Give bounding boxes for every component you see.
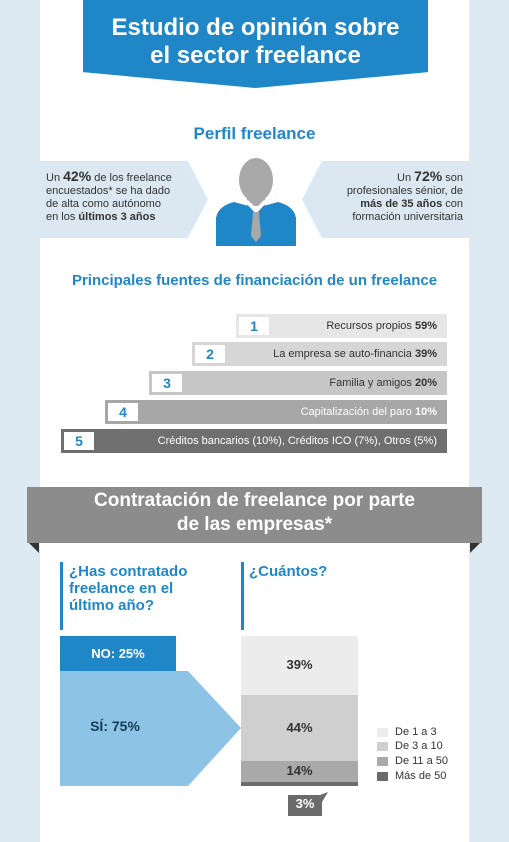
stack-segment-2: 44% — [241, 694, 358, 761]
stack-segment-4 — [241, 781, 358, 786]
left-line2: encuestados* se ha dado — [46, 185, 171, 197]
question-cuantos: ¿Cuántos? — [249, 563, 328, 580]
legend-swatch — [377, 757, 388, 766]
left-line4-pre: en los — [46, 211, 79, 223]
perfil-left-text: Un 42% de los freelance encuestados* se … — [46, 168, 196, 224]
financiacion-step-1: 1 Recursos propios 59% — [236, 314, 447, 338]
freelancer-person-icon — [216, 158, 296, 246]
question-contratado: ¿Has contratado freelance en el último a… — [69, 563, 187, 614]
page-title: Estudio de opinión sobre el sector freel… — [83, 14, 428, 70]
step-label: Capitalización del paro 10% — [300, 406, 437, 418]
step-label: Familia y amigos 20% — [329, 377, 437, 389]
si-label: SÍ: 75% — [90, 718, 140, 734]
contratacion-banner — [27, 487, 482, 543]
financiacion-step-2: 2 La empresa se auto-financia 39% — [192, 342, 447, 366]
legend-label: De 11 a 50 — [395, 755, 449, 767]
right-line4: formación universitaria — [352, 211, 463, 223]
left-line4-bold: últimos 3 años — [78, 211, 156, 223]
legend-label: Más de 50 — [395, 770, 447, 782]
step-number: 4 — [108, 403, 138, 421]
stack-segment-label: 39% — [286, 657, 313, 673]
financiacion-step-4: 4 Capitalización del paro 10% — [105, 400, 447, 424]
legend-swatch — [377, 728, 388, 737]
title-line-2: el sector freelance — [150, 42, 361, 69]
no-bar: NO: 25% — [60, 636, 176, 671]
legend-swatch — [377, 772, 388, 781]
perfil-right-text: Un 72% son profesionales sénior, de más … — [326, 168, 463, 224]
contratacion-heading-1: Contratación de freelance por parte — [94, 490, 415, 511]
legend-swatch — [377, 742, 388, 751]
step-number: 2 — [195, 345, 225, 363]
si-arrow — [60, 671, 241, 786]
callout-3pct: 3% — [295, 796, 315, 811]
perfil-right-box — [302, 161, 469, 238]
banner-folds — [27, 541, 482, 553]
step-number: 1 — [239, 317, 269, 335]
cuantos-stacked-bar: 39% 44% 14% — [241, 636, 358, 786]
step-number: 5 — [64, 432, 94, 450]
step-number: 3 — [152, 374, 182, 392]
title-line-1: Estudio de opinión sobre — [111, 14, 400, 41]
left-pre: Un — [46, 172, 64, 184]
perfil-heading: Perfil freelance — [193, 124, 316, 143]
step-label: La empresa se auto-financia 39% — [273, 348, 437, 360]
callout-3pct-bg — [288, 792, 328, 816]
q1-rule — [60, 562, 63, 630]
contratacion-heading: Contratación de freelance por parte de l… — [27, 489, 482, 537]
right-line3-rest: con — [442, 198, 463, 210]
q1-line1: ¿Has contratado — [69, 563, 188, 580]
legend-label: De 3 a 10 — [395, 740, 443, 752]
contratacion-heading-2: de las empresas* — [176, 514, 333, 535]
left-line3: de alta como autónomo — [46, 198, 161, 210]
stack-segment-label: 14% — [286, 763, 313, 778]
right-pre: Un — [397, 172, 415, 184]
step-label: Recursos propios 59% — [326, 320, 437, 332]
right-rest: son — [442, 172, 463, 184]
legend-label: De 1 a 3 — [395, 726, 437, 738]
q1-line2: freelance en el — [69, 580, 174, 597]
stack-segment-3: 14% — [241, 760, 358, 782]
q1-line3: último año? — [69, 597, 154, 614]
perfil-left-box — [40, 161, 208, 238]
stack-segment-label: 44% — [286, 719, 313, 735]
title-banner — [83, 0, 428, 88]
step-label: Créditos bancarios (10%), Créditos ICO (… — [157, 435, 437, 447]
q2-rule — [241, 562, 244, 630]
right-line3-bold: más de 35 años — [360, 198, 443, 210]
financiacion-step-5: 5 Créditos bancarios (10%), Créditos ICO … — [61, 429, 447, 453]
right-pct: 72% — [414, 168, 443, 184]
left-rest: de los freelance — [91, 172, 172, 184]
left-pct: 42% — [63, 168, 92, 184]
stack-segment-1: 39% — [241, 636, 358, 695]
financiacion-heading: Principales fuentes de financiación de u… — [71, 272, 438, 289]
right-line2: profesionales sénior, de — [346, 185, 463, 197]
financiacion-step-3: 3 Familia y amigos 20% — [149, 371, 447, 395]
